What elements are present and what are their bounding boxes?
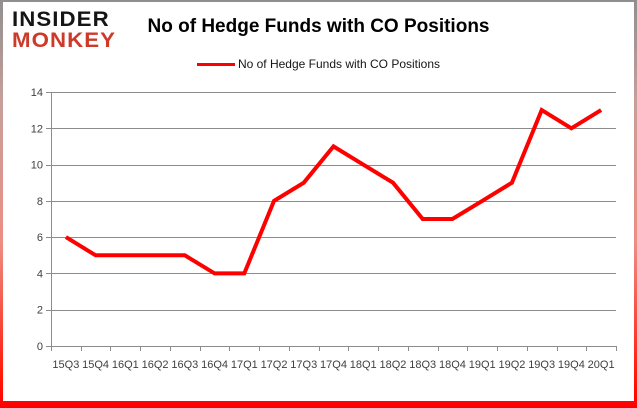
legend-line-swatch: [196, 62, 235, 66]
svg-text:16Q4: 16Q4: [201, 359, 228, 371]
svg-text:6: 6: [37, 232, 43, 244]
x-ticks: [51, 346, 617, 351]
logo-text-monkey: MONKEY: [12, 29, 117, 52]
svg-text:17Q1: 17Q1: [231, 359, 258, 371]
x-axis-labels: 15Q3 15Q4 16Q1 16Q2 16Q3 16Q4 17Q1 17Q2 17Q3 17Q4…: [52, 359, 614, 371]
logo-text-insider: INSIDER: [12, 8, 110, 31]
insider-monkey-logo: INSIDER MONKEY: [12, 8, 116, 52]
legend-label: No of Hedge Funds with CO Positions: [237, 57, 441, 71]
svg-text:18Q2: 18Q2: [380, 359, 407, 371]
chart-title: No of Hedge Funds with CO Positions: [147, 16, 490, 37]
svg-text:0: 0: [37, 341, 43, 353]
chart-card-content: INSIDER MONKEY No of Hedge Funds with CO…: [3, 2, 634, 401]
svg-text:18Q1: 18Q1: [350, 359, 377, 371]
gridlines: [46, 92, 616, 347]
svg-text:16Q3: 16Q3: [171, 359, 198, 371]
svg-text:17Q3: 17Q3: [290, 359, 317, 371]
svg-text:19Q2: 19Q2: [498, 359, 525, 371]
legend: No of Hedge Funds with CO Positions: [3, 57, 634, 71]
svg-text:16Q1: 16Q1: [112, 359, 139, 371]
svg-text:19Q1: 19Q1: [469, 359, 496, 371]
svg-text:10: 10: [31, 160, 43, 172]
data-line: [64, 107, 603, 276]
svg-text:18Q3: 18Q3: [409, 359, 436, 371]
svg-text:8: 8: [37, 196, 43, 208]
svg-text:18Q4: 18Q4: [439, 359, 466, 371]
svg-text:15Q3: 15Q3: [52, 359, 79, 371]
y-axis-labels: 0 2 4 6 8 10 12 14: [31, 87, 43, 353]
svg-text:19Q3: 19Q3: [528, 359, 555, 371]
svg-text:15Q4: 15Q4: [82, 359, 109, 371]
svg-text:17Q4: 17Q4: [320, 359, 347, 371]
svg-text:4: 4: [37, 268, 43, 280]
svg-text:16Q2: 16Q2: [142, 359, 169, 371]
svg-text:12: 12: [31, 123, 43, 135]
svg-text:20Q1: 20Q1: [588, 359, 615, 371]
svg-text:19Q4: 19Q4: [558, 359, 585, 371]
svg-text:2: 2: [37, 305, 43, 317]
svg-text:17Q2: 17Q2: [261, 359, 288, 371]
svg-text:14: 14: [31, 87, 43, 99]
